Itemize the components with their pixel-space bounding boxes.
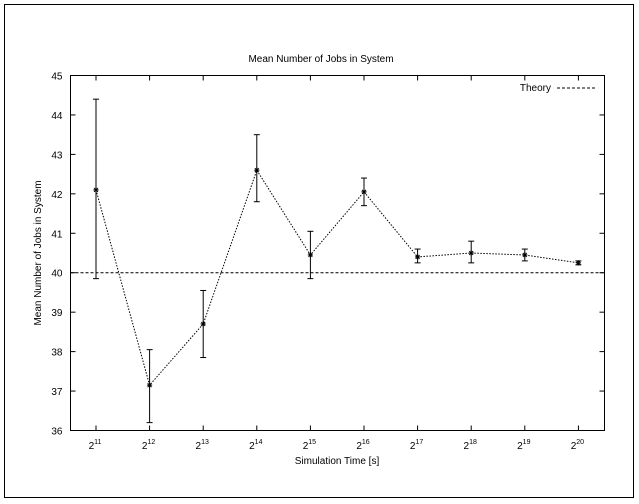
x-tick-label: 212 <box>142 439 155 452</box>
x-tick-label: 211 <box>89 439 102 452</box>
data-point <box>468 250 474 256</box>
series-mean-jobs <box>93 98 582 424</box>
y-axis-label: Mean Number of Jobs in System <box>33 180 44 325</box>
data-point <box>522 252 528 258</box>
marker-d2 <box>147 382 152 388</box>
y-tick-label: 37 <box>51 387 63 398</box>
data-point <box>254 167 260 173</box>
x-axis: 211 212 213 214 215 216 217 218 219 220 <box>89 75 584 452</box>
y-tick-label: 41 <box>51 229 63 240</box>
y-tick-label: 42 <box>51 190 63 201</box>
x-tick-label: 215 <box>303 439 316 452</box>
chart-title: Mean Number of Jobs in System <box>248 54 393 65</box>
data-point <box>93 187 99 193</box>
marker-d2 <box>522 252 528 258</box>
data-point <box>307 252 313 258</box>
plot-area <box>70 75 605 431</box>
marker-d2 <box>93 187 99 193</box>
y-tick-label: 39 <box>51 308 63 319</box>
x-tick-label: 214 <box>249 439 262 452</box>
data-point <box>575 260 581 266</box>
x-axis-label: Simulation Time [s] <box>295 456 380 467</box>
y-tick-label: 44 <box>51 111 63 122</box>
legend: Theory <box>520 83 596 94</box>
y-tick-label: 45 <box>51 72 63 83</box>
legend-label-theory: Theory <box>520 83 551 94</box>
marker-d2 <box>308 252 313 258</box>
figure-frame <box>4 4 634 498</box>
x-tick-label: 217 <box>410 439 423 452</box>
data-point <box>200 321 206 327</box>
data-point <box>415 254 421 260</box>
y-tick-label: 43 <box>51 150 63 161</box>
y-axis: 36 37 38 39 40 41 42 43 44 45 <box>51 72 605 438</box>
marker-d2 <box>576 260 581 266</box>
x-tick-label: 218 <box>464 439 477 452</box>
marker-d2 <box>415 254 420 260</box>
y-tick-label: 40 <box>51 269 63 280</box>
marker-d2 <box>254 167 260 173</box>
data-point <box>147 382 153 388</box>
data-point <box>361 189 367 195</box>
x-tick-label: 216 <box>356 439 369 452</box>
x-tick-label: 219 <box>517 439 530 452</box>
x-tick-label: 213 <box>196 439 209 452</box>
x-tick-label: 220 <box>571 439 584 452</box>
y-tick-label: 38 <box>51 348 63 359</box>
marker-d2 <box>361 189 367 195</box>
marker-d2 <box>200 321 206 327</box>
y-tick-label: 36 <box>51 427 63 438</box>
series-line <box>95 169 579 387</box>
marker-d2 <box>468 250 474 256</box>
